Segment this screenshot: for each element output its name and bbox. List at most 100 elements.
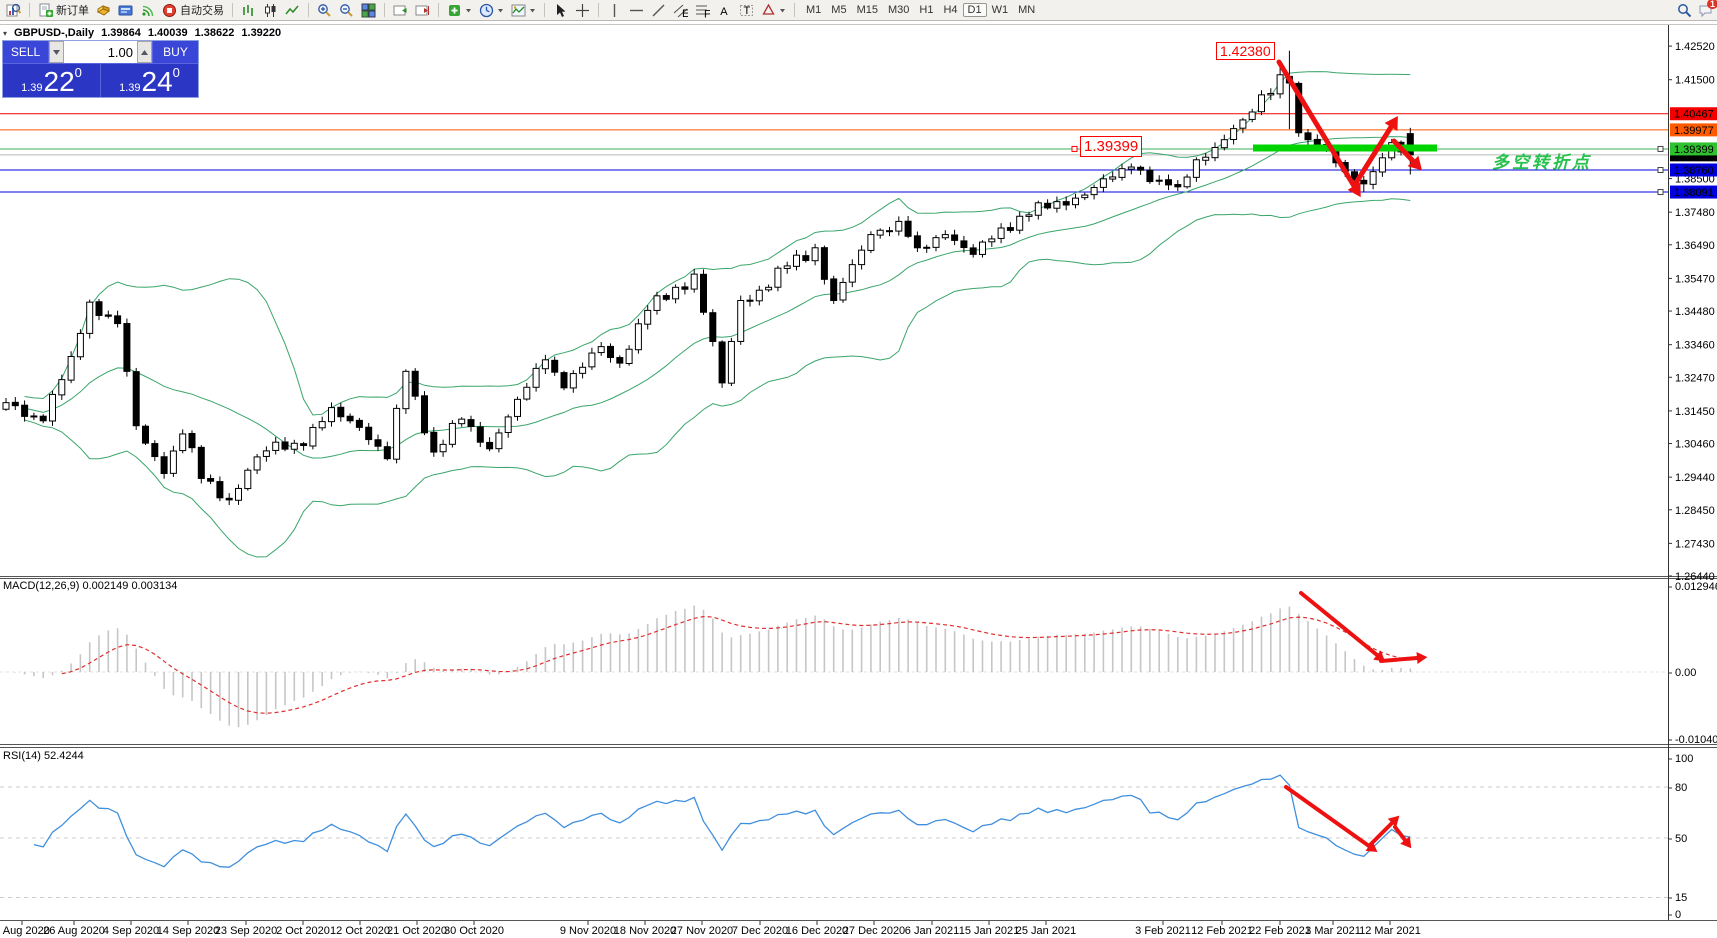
line-handle[interactable] [1657,189,1664,196]
text-tool-button[interactable]: A [715,2,734,19]
candle [941,234,949,239]
timeframe-button-m30[interactable]: M30 [887,4,910,16]
candle [346,415,354,422]
price-badge [1670,123,1717,137]
volume-decrease-button[interactable] [49,41,64,63]
candle [1202,156,1210,161]
candle [560,372,568,389]
arrows-tool-button[interactable] [759,2,788,19]
candle [1090,187,1098,196]
level-price-annotation[interactable]: 1.39399 [1080,136,1143,157]
volume-input[interactable] [64,41,137,63]
peak-price-annotation[interactable]: 1.42380 [1216,42,1275,60]
templates-button[interactable] [509,2,538,19]
search-icon[interactable] [1677,3,1692,18]
rsi-pane-label: RSI(14) 52.4244 [3,750,84,762]
toolbar-separator [544,3,545,17]
line-chart-mode-button[interactable] [283,2,302,19]
candle [1165,179,1172,186]
sell-price[interactable]: 1.39 22 0 [3,64,100,97]
timeframe-button-h1[interactable]: H1 [919,4,934,16]
candle [132,371,140,427]
candle [225,497,233,501]
channel-tool-button[interactable]: E [671,2,690,19]
price-axis-label: 1.32470 [1675,372,1715,384]
cursor-icon [557,3,566,17]
fibonacci-tool-button[interactable]: F [693,2,712,19]
trend-arrow-head [1416,652,1428,664]
trend-arrow-head [1347,182,1361,198]
toolbar-separator [308,3,309,17]
price-scale[interactable]: 1.42520 1.41500 1.38500 1.37480 1.36490 1.354… [1668,41,1717,583]
price-axis-label: 1.38500 [1675,174,1715,186]
buy-price[interactable]: 1.39 24 0 [101,64,198,97]
strategy-tester-button[interactable] [138,2,157,19]
timeframe-button-m5[interactable]: M5 [831,4,847,16]
candle [1053,201,1061,209]
crosshair-tool-button[interactable] [573,2,592,19]
symbol-period-label: GBPUSD-,Daily [14,27,95,39]
candle-chart-mode-button[interactable] [261,2,280,19]
chart-shift-button[interactable] [413,2,432,19]
periods-button[interactable] [477,2,506,19]
market-overview-button[interactable] [4,2,23,19]
autotrading-button[interactable]: 自动交易 [160,1,226,19]
rsi-indicator: 100 80 50 15 0 [0,753,1693,921]
timeframe-button-m1[interactable]: M1 [806,4,822,16]
timeframe-button-d1[interactable]: D1 [962,3,987,17]
horizontal-line-tool-button[interactable] [627,2,646,19]
rsi-name: RSI(14) [3,750,41,762]
candle [374,439,382,447]
trend-arrow [1351,124,1394,189]
date-label: 7 Dec 2020 [732,925,788,937]
date-label: 25 Jan 2021 [1016,925,1077,937]
buy-button[interactable]: BUY [152,41,198,63]
tile-windows-button[interactable] [359,2,378,19]
candle [1295,82,1303,134]
svg-text:F: F [704,8,710,18]
market-watch-button[interactable] [94,2,113,19]
horizontal-level-lines[interactable] [0,113,1668,193]
volume-increase-button[interactable] [137,41,152,63]
add-indicator-button[interactable] [445,2,474,19]
label-tool-button[interactable]: T [737,2,756,19]
vertical-line-icon [613,3,616,17]
sell-button[interactable]: SELL [3,41,49,63]
vertical-line-tool-button[interactable] [605,2,624,19]
trendline-tool-button[interactable] [649,2,668,19]
timeframe-button-w1[interactable]: W1 [991,4,1009,16]
date-label: 3 Feb 2021 [1135,925,1191,937]
line-handle[interactable] [1657,145,1664,152]
candle [867,234,875,251]
auto-scroll-button[interactable] [391,2,410,19]
date-label: 16 Dec 2020 [786,925,848,937]
object-selection-handles[interactable] [1071,145,1664,196]
candle [2,402,10,410]
candle [662,295,670,300]
candle [820,247,828,280]
notifications-button[interactable]: 1 [1698,0,1717,18]
new-order-button[interactable]: 新订单 [36,1,91,19]
bar-chart-mode-button[interactable] [239,2,258,19]
price-axis-label: 1.26440 [1675,571,1715,583]
text-label-icon: T [740,4,753,17]
chinese-note-annotation[interactable]: 多空转折点 [1492,153,1592,172]
date-label: 14 Sep 2020 [157,925,219,937]
timeframe-button-m15[interactable]: M15 [856,4,878,16]
timeframe-button-h4[interactable]: H4 [943,4,958,16]
annotation-handle[interactable] [1071,145,1078,152]
cursor-tool-button[interactable] [551,2,570,19]
zoom-out-button[interactable] [337,2,356,19]
date-label: 4 Sep 2020 [103,925,159,937]
line-handle[interactable] [1657,167,1664,173]
candle [235,487,242,501]
zoom-in-button[interactable] [315,2,334,19]
candle [616,357,624,364]
terminal-button[interactable] [116,2,135,19]
timeframe-button-mn[interactable]: MN [1018,4,1036,16]
trend-arrows[interactable] [1276,59,1428,852]
candle [1258,94,1265,113]
dropdown-caret-icon [530,8,535,12]
